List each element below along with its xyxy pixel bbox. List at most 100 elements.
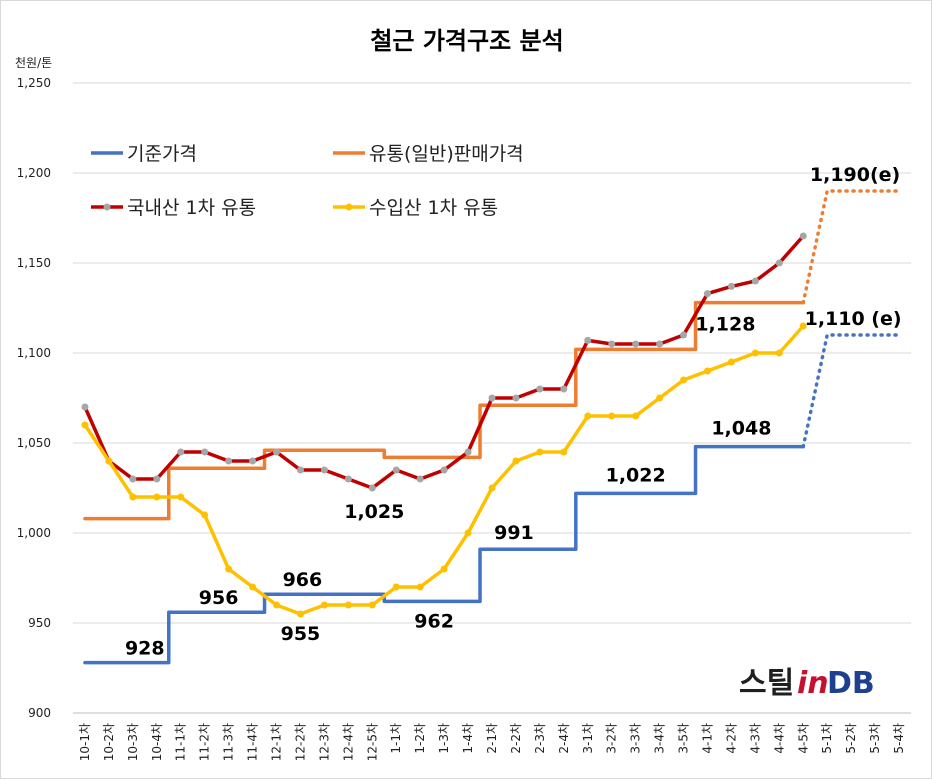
x-tick-label: 10-4차 xyxy=(150,723,164,761)
x-tick-label: 11-2차 xyxy=(198,723,212,761)
y-tick-labels: 900 950 1,000 1,050 1,100 1,150 1,200 1,250 xyxy=(17,76,51,720)
data-point xyxy=(392,466,400,474)
x-tick-label: 10-3차 xyxy=(126,723,140,761)
data-point xyxy=(273,601,281,609)
x-tick-label: 12-1차 xyxy=(270,723,284,761)
data-point xyxy=(512,457,520,465)
data-point xyxy=(751,277,759,285)
data-label: 928 xyxy=(125,638,165,660)
data-point xyxy=(488,484,496,492)
data-point xyxy=(81,403,89,411)
x-tick-label: 2-2차 xyxy=(509,723,523,754)
data-point xyxy=(344,601,352,609)
x-tick-label: 4-4차 xyxy=(772,723,786,754)
y-tick-label: 1,100 xyxy=(17,346,51,360)
forecast-line xyxy=(801,189,901,305)
series-line xyxy=(83,444,806,665)
data-label: 1,128 xyxy=(695,314,755,336)
data-point xyxy=(560,385,568,393)
brand-logo: 스틸 in DB xyxy=(739,666,875,701)
data-point xyxy=(440,466,448,474)
x-tick-label: 4-2차 xyxy=(724,723,738,754)
data-point xyxy=(512,394,520,402)
logo-part-2: in xyxy=(797,666,829,701)
y-tick-label: 900 xyxy=(28,706,51,720)
x-tick-label: 11-1차 xyxy=(174,723,188,761)
x-tick-labels: 10-1차 10-2차 10-3차 10-4차 11-1차 11-2차 11-3차 11-4차… xyxy=(78,723,906,761)
series-line xyxy=(83,300,806,521)
x-tick-label: 4-3차 xyxy=(748,723,762,754)
x-tick-label: 12-4차 xyxy=(341,723,355,761)
x-tick-label: 10-2차 xyxy=(102,723,116,761)
data-point xyxy=(177,448,185,456)
data-point xyxy=(703,290,711,298)
data-label: 962 xyxy=(414,610,454,632)
data-point xyxy=(129,493,137,501)
x-tick-label: 4-5차 xyxy=(796,723,810,754)
data-point xyxy=(249,583,257,591)
legend-label: 유통(일반)판매가격 xyxy=(369,143,524,165)
x-tick-label: 12-3차 xyxy=(317,723,331,761)
data-point xyxy=(153,475,161,483)
legend-label: 국내산 1차 유통 xyxy=(127,197,256,219)
x-tick-label: 4-1차 xyxy=(700,723,714,754)
data-point xyxy=(81,421,89,429)
data-point xyxy=(368,484,376,492)
x-tick-label: 2-4차 xyxy=(557,723,571,754)
data-point xyxy=(632,340,640,348)
data-point xyxy=(153,493,161,501)
legend-label: 수입산 1차 유통 xyxy=(369,197,498,219)
data-point xyxy=(799,232,807,240)
series-lines xyxy=(81,189,901,665)
y-tick-label: 950 xyxy=(28,616,51,630)
series-group xyxy=(83,333,901,665)
data-point xyxy=(703,367,711,375)
logo-part-1: 스틸 xyxy=(739,666,794,701)
data-point xyxy=(225,565,233,573)
data-point xyxy=(632,412,640,420)
series-group xyxy=(83,189,901,521)
data-point xyxy=(775,259,783,267)
data-point xyxy=(320,466,328,474)
x-tick-label: 11-3차 xyxy=(222,723,236,761)
chart-title: 철근 가격구조 분석 xyxy=(370,27,563,55)
x-tick-label: 1-1차 xyxy=(389,723,403,754)
y-tick-label: 1,000 xyxy=(17,526,51,540)
data-point xyxy=(751,349,759,357)
x-tick-label: 2-3차 xyxy=(533,723,547,754)
series-group xyxy=(81,322,807,618)
data-label: 966 xyxy=(283,569,323,591)
data-point xyxy=(273,448,281,456)
y-tick-label: 1,200 xyxy=(17,166,51,180)
x-tick-label: 12-2차 xyxy=(293,723,307,761)
data-point xyxy=(320,601,328,609)
x-tick-label: 10-1차 xyxy=(78,723,92,761)
data-label: 1,110 (e) xyxy=(805,308,902,330)
data-point xyxy=(727,282,735,290)
data-point xyxy=(296,466,304,474)
legend-label: 기준가격 xyxy=(127,143,197,165)
x-tick-label: 5-2차 xyxy=(844,723,858,754)
y-tick-label: 1,250 xyxy=(17,76,51,90)
data-point xyxy=(344,475,352,483)
x-tick-label: 2-1차 xyxy=(485,723,499,754)
data-label: 1,190(e) xyxy=(810,164,900,186)
data-point xyxy=(201,448,209,456)
data-label: 1,025 xyxy=(344,501,404,523)
data-point xyxy=(129,475,137,483)
data-point xyxy=(608,340,616,348)
data-point xyxy=(608,412,616,420)
y-tick-label: 1,050 xyxy=(17,436,51,450)
legend-marker xyxy=(345,203,353,211)
data-point xyxy=(416,475,424,483)
data-point xyxy=(680,376,688,384)
data-point xyxy=(656,340,664,348)
data-label: 1,022 xyxy=(606,464,666,486)
x-tick-label: 1-2차 xyxy=(413,723,427,754)
y-tick-label: 1,150 xyxy=(17,256,51,270)
data-point xyxy=(416,583,424,591)
logo-part-3: DB xyxy=(827,666,875,701)
